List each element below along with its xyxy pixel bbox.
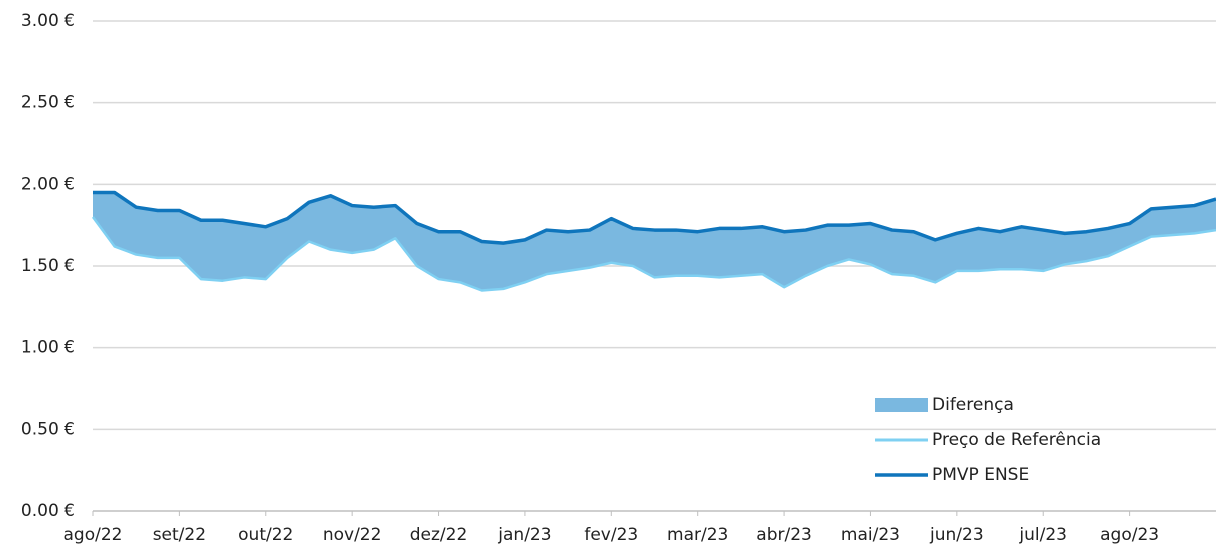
x-tick-label: dez/22 [410, 525, 468, 545]
difference-area [93, 192, 1216, 291]
line [91, 216, 1216, 292]
legend-label: Diferença [932, 395, 1014, 415]
x-tick-label: jul/23 [1018, 525, 1067, 545]
y-tick-label: 2.00 € [21, 174, 75, 194]
y-tick-label: 0.50 € [21, 419, 75, 439]
y-tick-label: 2.50 € [21, 93, 75, 113]
legend-label: PMVP ENSE [932, 465, 1029, 485]
x-tick-label: abr/23 [756, 525, 812, 545]
y-tick-label: 1.50 € [21, 256, 75, 276]
x-tick-label: nov/22 [323, 525, 382, 545]
x-tick-label: ago/22 [64, 525, 123, 545]
y-tick-label: 3.00 € [21, 11, 75, 31]
x-tick-label: jan/23 [497, 525, 551, 545]
x-tick-label: ago/23 [1100, 525, 1159, 545]
legend-swatch [875, 398, 928, 412]
y-tick-label: 0.00 € [21, 501, 75, 521]
legend-label: Preço de Referência [932, 430, 1101, 450]
x-tick-label: jun/23 [929, 525, 984, 545]
x-tick-label: set/22 [153, 525, 206, 545]
x-tick-label: fev/23 [584, 525, 638, 545]
x-tick-label: mai/23 [841, 525, 900, 545]
y-tick-label: 1.00 € [21, 338, 75, 358]
x-tick-label: out/22 [238, 525, 293, 545]
x-tick-label: mar/23 [667, 525, 728, 545]
line [93, 190, 1216, 245]
